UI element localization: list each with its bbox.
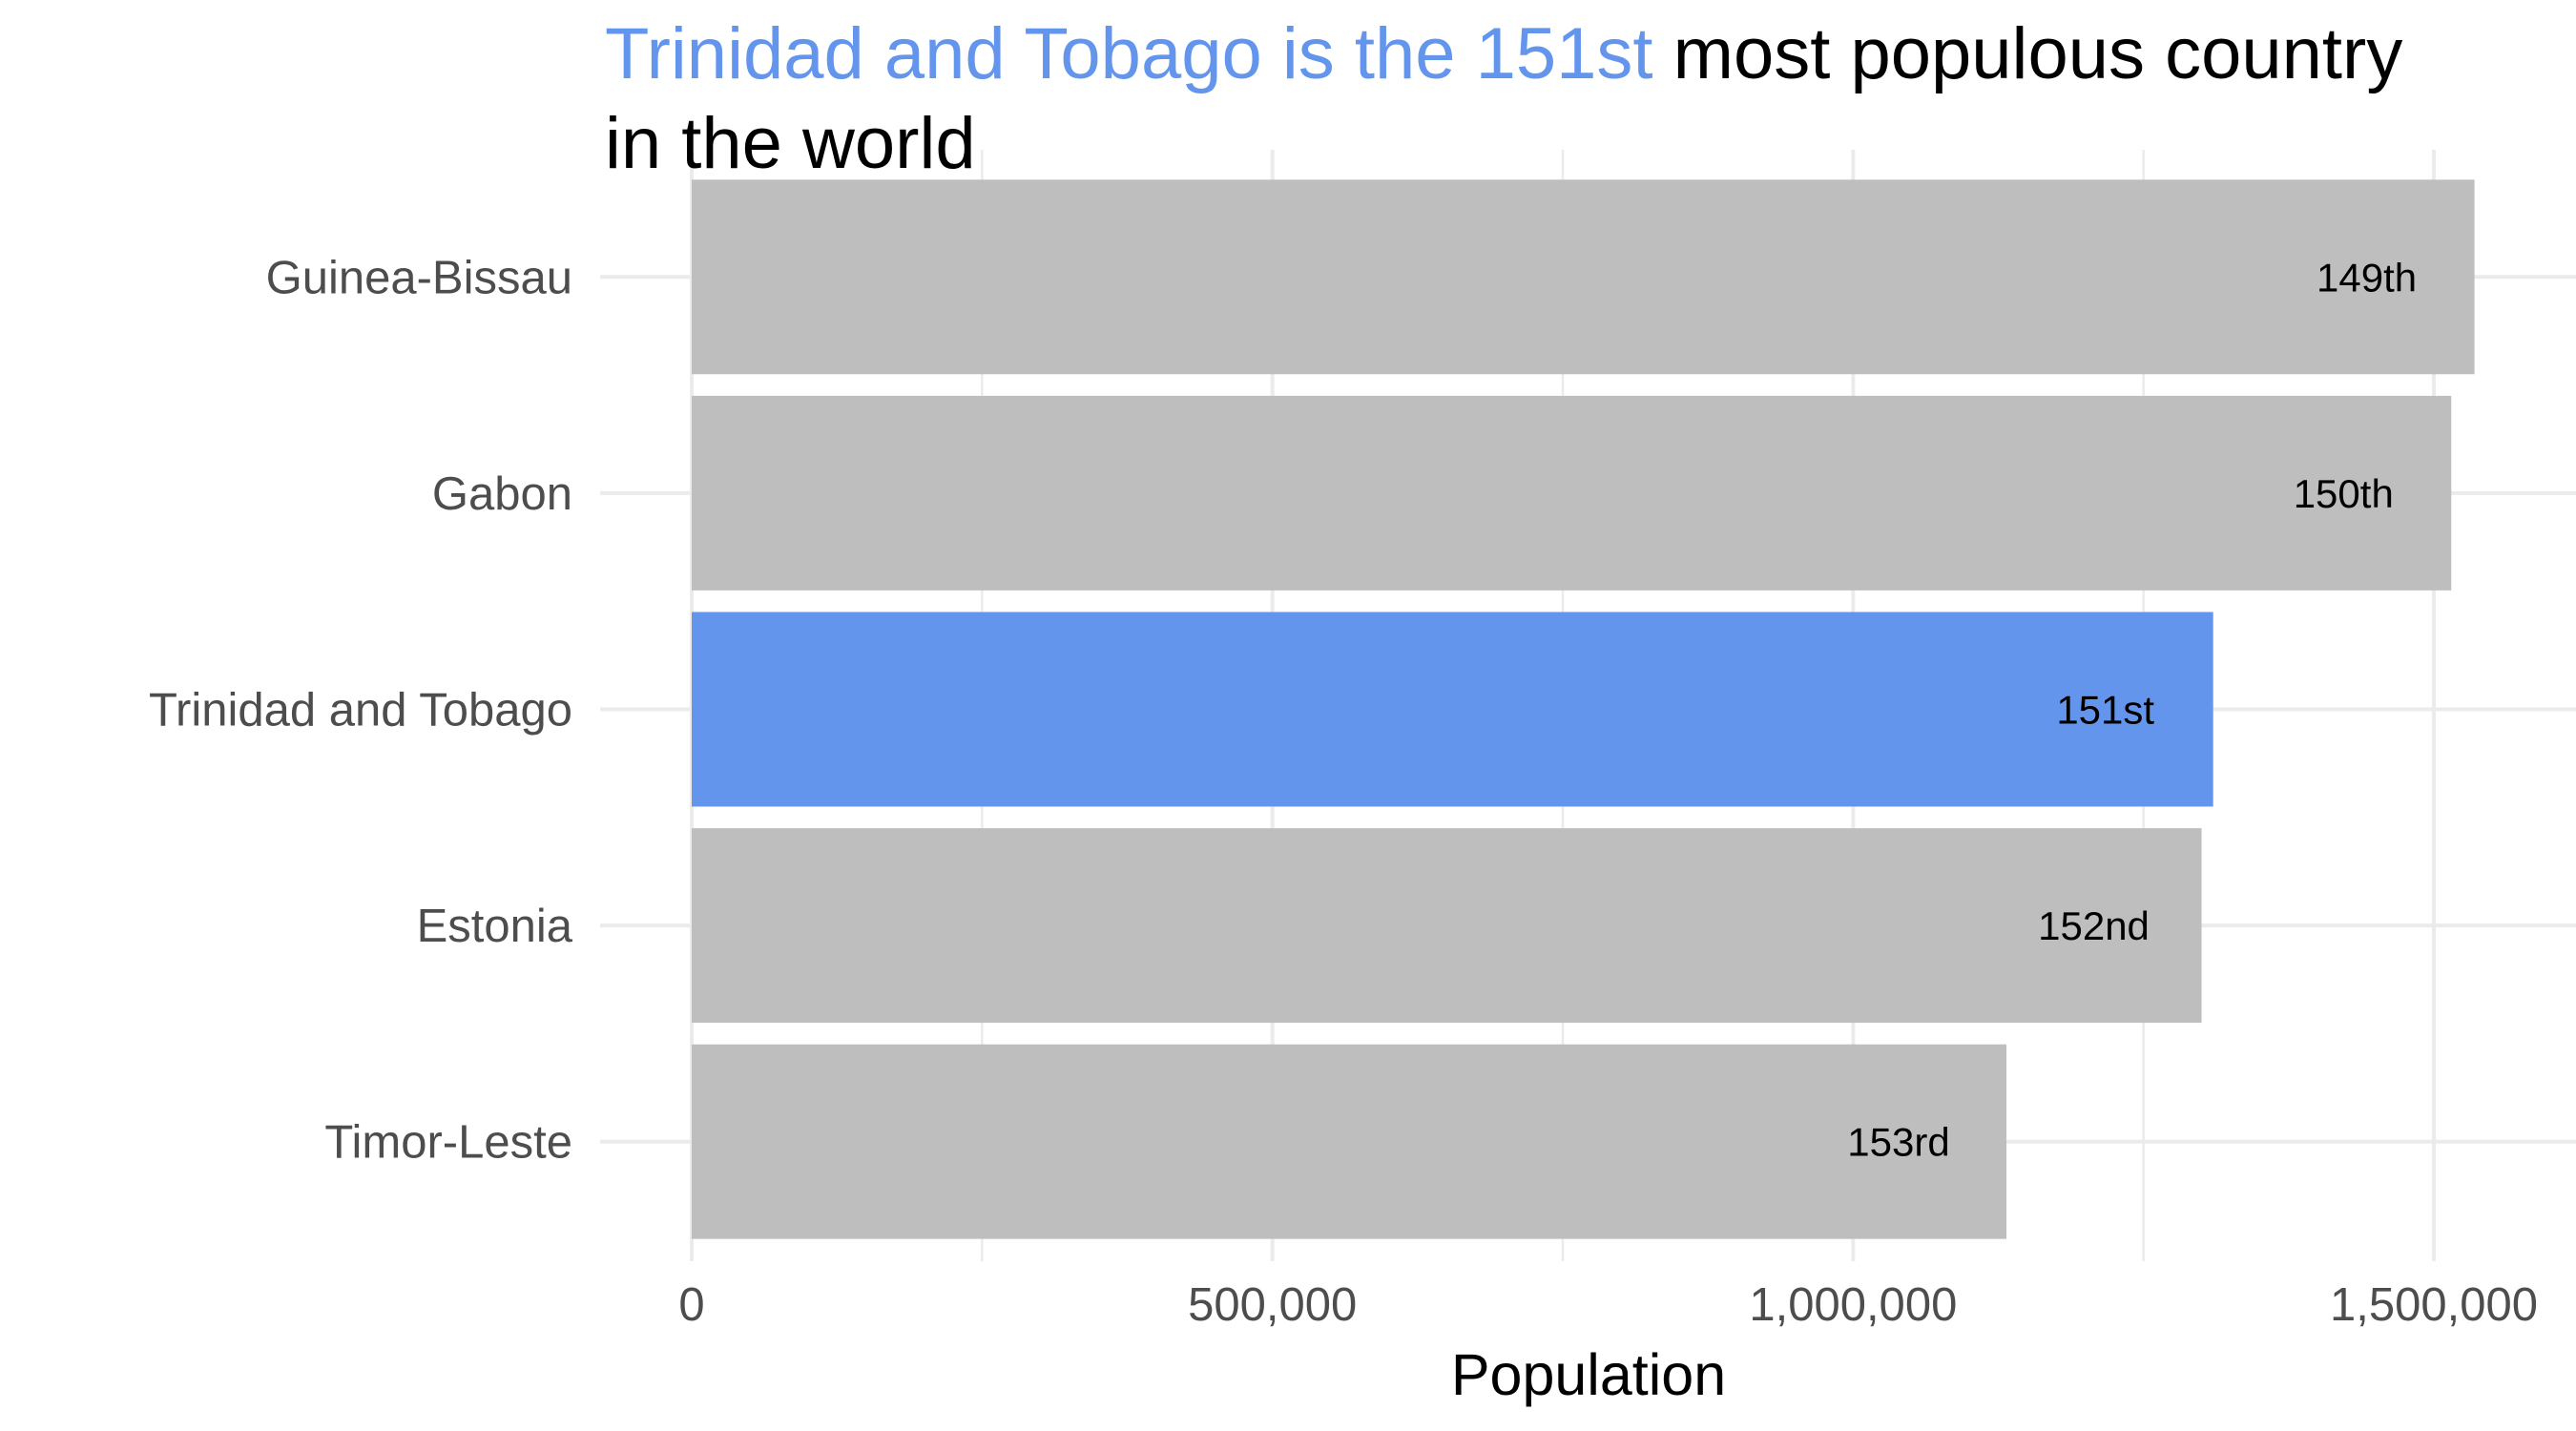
bar-guinea-bissau [692, 179, 2475, 375]
bar-rank-label: 152nd [2038, 903, 2150, 948]
bar-trinidad-and-tobago [692, 612, 2213, 807]
bars [692, 179, 2475, 1239]
y-tick-label: Estonia [417, 901, 573, 952]
bar-rank-label: 153rd [1847, 1120, 1949, 1165]
chart-title-line-2: in the world [605, 103, 976, 184]
x-tick-label: 500,000 [1188, 1279, 1357, 1331]
x-tick-label: 1,500,000 [2330, 1279, 2538, 1331]
y-tick-label: Gabon [432, 468, 572, 520]
y-tick-label: Guinea-Bissau [266, 252, 572, 303]
x-tick-label: 1,000,000 [1749, 1279, 1957, 1331]
chart-title-line-1: Trinidad and Tobago is the 151st most po… [605, 13, 2402, 94]
x-axis-tick-labels: 0 500,000 1,000,000 1,500,000 [678, 1279, 2538, 1331]
x-axis-title: Population [1451, 1342, 1726, 1407]
chart-title-rest: most populous country [1653, 13, 2403, 94]
bar-timor-leste [692, 1044, 2007, 1239]
y-axis-tick-labels: Guinea-Bissau Gabon Trinidad and Tobago Est… [149, 252, 573, 1168]
x-tick-label: 0 [678, 1279, 704, 1331]
bar-labels: 149th 150th 151st 152nd 153rd [1847, 255, 2417, 1164]
bar-rank-label: 149th [2316, 255, 2417, 300]
y-tick-label: Timor-Leste [324, 1117, 572, 1169]
chart-title-highlight: Trinidad and Tobago is the 151st [605, 13, 1653, 94]
bar-estonia [692, 828, 2202, 1024]
bar-rank-label: 150th [2294, 471, 2394, 516]
y-tick-label: Trinidad and Tobago [149, 685, 572, 736]
bar-gabon [692, 395, 2452, 591]
bar-rank-label: 151st [2056, 688, 2154, 733]
